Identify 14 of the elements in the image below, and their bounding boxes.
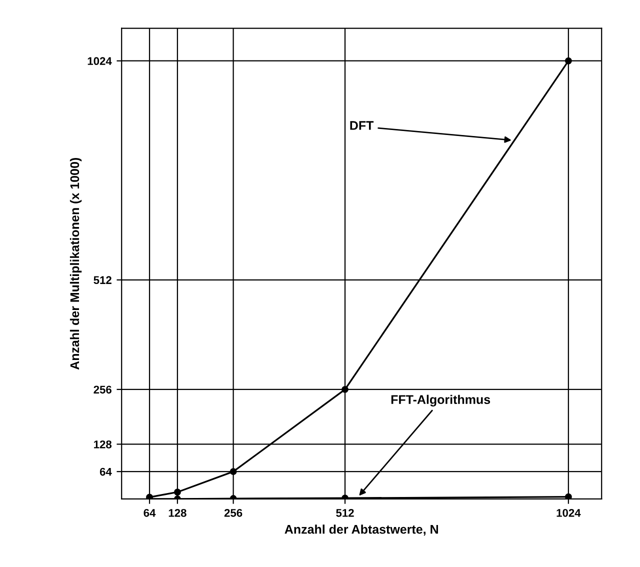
- y-tick-label: 128: [94, 440, 112, 448]
- annotation: DFT: [350, 121, 374, 130]
- x-tick-label: 256: [224, 508, 242, 517]
- x-tick-label: 1024: [556, 508, 581, 517]
- x-axis-title: Anzahl der Abtastwerte, N: [284, 524, 438, 536]
- y-tick-label: 256: [94, 386, 112, 394]
- annotation: FFT-Algorithmus: [391, 394, 490, 407]
- x-tick-label: 512: [336, 508, 354, 517]
- y-axis-title: Anzahl der Multiplikationen (x 1000): [70, 158, 82, 370]
- x-tick-label: 64: [144, 508, 156, 517]
- y-tick-label: 512: [94, 276, 112, 284]
- x-tick-label: 128: [168, 508, 186, 517]
- y-tick-label: 1024: [88, 57, 112, 65]
- y-tick-label: 64: [100, 468, 112, 476]
